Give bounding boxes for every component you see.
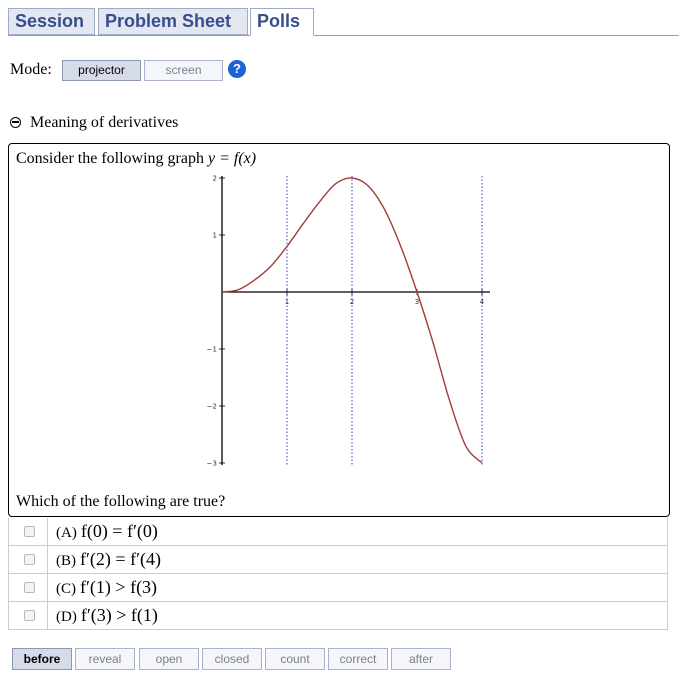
question-prompt-text: Consider the following graph bbox=[16, 150, 208, 167]
state-open-button[interactable]: open bbox=[139, 648, 199, 670]
x-tick-label: 4 bbox=[480, 298, 485, 306]
option-c-expr: f′(1) > f(3) bbox=[80, 577, 158, 597]
projector-button[interactable]: projector bbox=[62, 60, 141, 81]
question-footer: Which of the following are true? bbox=[16, 493, 226, 510]
graph-curve bbox=[221, 177, 483, 464]
x-tick-label: 3 bbox=[415, 298, 419, 306]
state-closed-button[interactable]: closed bbox=[202, 648, 262, 670]
question-box: Consider the following graph y = f(x) 1 2… bbox=[8, 143, 670, 517]
y-tick-label: −3 bbox=[207, 460, 217, 468]
option-b[interactable]: (B) f′(2) = f′(4) bbox=[8, 546, 668, 574]
option-b-expr: f′(2) = f′(4) bbox=[80, 549, 161, 569]
state-reveal-button[interactable]: reveal bbox=[75, 648, 135, 670]
vertical-reference-lines bbox=[286, 176, 483, 465]
x-tick-label: 2 bbox=[350, 298, 354, 306]
option-a-expr: f(0) = f′(0) bbox=[80, 521, 158, 541]
tab-problem-sheet[interactable]: Problem Sheet bbox=[98, 8, 248, 35]
tab-bar: Session Problem Sheet Polls bbox=[8, 8, 679, 36]
option-c[interactable]: (C) f′(1) > f(3) bbox=[8, 574, 668, 602]
option-b-checkbox[interactable] bbox=[24, 554, 35, 565]
option-divider bbox=[47, 574, 48, 601]
y-tick-label: −2 bbox=[207, 403, 217, 411]
section-title: Meaning of derivatives bbox=[30, 114, 179, 131]
option-d[interactable]: (D) f′(3) > f(1) bbox=[8, 602, 668, 630]
collapse-icon[interactable] bbox=[10, 117, 21, 128]
option-d-letter: (D) bbox=[56, 609, 77, 625]
state-count-button[interactable]: count bbox=[265, 648, 325, 670]
y-tick-label: 2 bbox=[213, 175, 217, 183]
option-a-text: (A) f(0) = f′(0) bbox=[56, 521, 158, 542]
state-correct-button[interactable]: correct bbox=[328, 648, 388, 670]
option-divider bbox=[47, 518, 48, 545]
tab-polls[interactable]: Polls bbox=[250, 8, 314, 36]
screen-button[interactable]: screen bbox=[144, 60, 223, 81]
tab-bar-line bbox=[8, 35, 679, 36]
option-c-text: (C) f′(1) > f(3) bbox=[56, 577, 157, 598]
option-d-checkbox[interactable] bbox=[24, 610, 35, 621]
option-c-checkbox[interactable] bbox=[24, 582, 35, 593]
option-a[interactable]: (A) f(0) = f′(0) bbox=[8, 518, 668, 546]
option-a-checkbox[interactable] bbox=[24, 526, 35, 537]
option-d-text: (D) f′(3) > f(1) bbox=[56, 605, 158, 626]
option-c-letter: (C) bbox=[56, 581, 76, 597]
function-curve bbox=[221, 177, 483, 464]
option-a-letter: (A) bbox=[56, 525, 77, 541]
question-prompt: Consider the following graph y = f(x) bbox=[16, 150, 256, 168]
help-icon[interactable]: ? bbox=[228, 60, 246, 78]
answer-options: (A) f(0) = f′(0) (B) f′(2) = f′(4) (C) f… bbox=[8, 518, 668, 630]
mode-label: Mode: bbox=[10, 61, 52, 78]
tab-session[interactable]: Session bbox=[8, 8, 95, 35]
state-after-button[interactable]: after bbox=[391, 648, 451, 670]
option-d-expr: f′(3) > f(1) bbox=[80, 605, 158, 625]
graph-ticks: 1 2 3 4 2 1 −1 −2 −3 bbox=[207, 175, 485, 468]
option-divider bbox=[47, 602, 48, 629]
option-b-letter: (B) bbox=[56, 553, 76, 569]
function-graph: 1 2 3 4 2 1 −1 −2 −3 bbox=[207, 175, 490, 468]
x-tick-label: 1 bbox=[285, 298, 289, 306]
option-divider bbox=[47, 546, 48, 573]
question-prompt-math: y = f(x) bbox=[207, 150, 257, 167]
graph-axes bbox=[221, 176, 490, 465]
y-tick-label: 1 bbox=[213, 232, 217, 240]
option-b-text: (B) f′(2) = f′(4) bbox=[56, 549, 161, 570]
state-before-button[interactable]: before bbox=[12, 648, 72, 670]
y-tick-label: −1 bbox=[207, 346, 217, 354]
